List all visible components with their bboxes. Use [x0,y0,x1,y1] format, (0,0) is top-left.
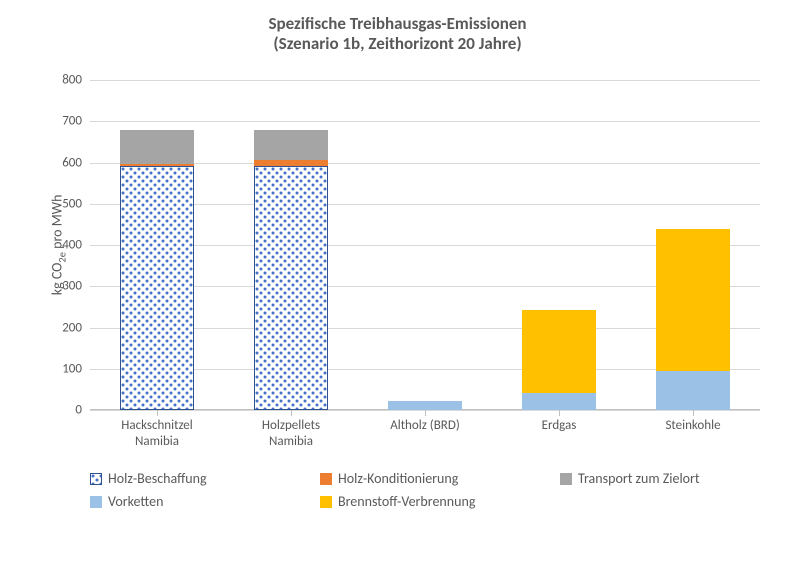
x-tick-label: HackschnitzelNamibia [90,410,224,449]
legend-swatch-transport [560,473,572,485]
y-tick-label: 500 [62,196,90,211]
bar-group [656,80,730,410]
chart-title: Spezifische Treibhausgas-Emissionen (Sze… [0,0,795,55]
legend-swatch-vorketten [90,496,102,508]
bar-segment-vorketten [388,401,462,410]
bar-segment-vorketten [656,371,730,410]
bar-group [120,80,194,410]
y-tick-label: 300 [62,279,90,294]
x-tick-label: Steinkohle [626,410,760,434]
bar-group [388,80,462,410]
bar-segment-verbrennung [522,310,596,393]
plot-area: 0100200300400500600700800HackschnitzelNa… [90,80,760,410]
legend-item-verbrennung: Brennstoff-Verbrennung [320,493,560,510]
legend-label: Holz-Konditionierung [338,470,458,487]
legend-swatch-verbrennung [320,496,332,508]
bar-segment-transport [254,130,328,160]
legend-label: Holz-Beschaffung [108,470,207,487]
legend-item-holz_konditionierung: Holz-Konditionierung [320,470,560,487]
y-tick-label: 100 [62,361,90,376]
legend-label: Vorketten [108,493,163,510]
bar-group [254,80,328,410]
legend-label: Transport zum Zielort [578,470,700,487]
y-tick-label: 700 [62,114,90,129]
bar-segment-verbrennung [656,229,730,370]
legend-item-vorketten: Vorketten [90,493,320,510]
bar-group [522,80,596,410]
legend-swatch-holz_beschaffung [90,473,102,485]
bar-segment-holz_beschaffung [120,166,194,410]
chart-title-line2: (Szenario 1b, Zeithorizont 20 Jahre) [273,33,521,54]
bar-segment-holz_konditionierung [254,160,328,166]
bar-segment-holz_konditionierung [120,164,194,166]
y-tick-label: 0 [75,403,90,418]
y-tick-label: 400 [62,238,90,253]
legend-label: Brennstoff-Verbrennung [338,493,475,510]
x-tick-label: HolzpelletsNamibia [224,410,358,449]
bar-segment-holz_beschaffung [254,166,328,410]
x-tick-label: Erdgas [492,410,626,434]
y-tick-label: 200 [62,320,90,335]
legend-item-transport: Transport zum Zielort [560,470,760,487]
legend-swatch-holz_konditionierung [320,473,332,485]
bar-segment-vorketten [522,393,596,410]
bar-segment-transport [120,130,194,164]
legend-item-holz_beschaffung: Holz-Beschaffung [90,470,320,487]
y-tick-label: 800 [62,73,90,88]
x-tick-label: Altholz (BRD) [358,410,492,434]
chart-title-line1: Spezifische Treibhausgas-Emissionen [268,13,526,34]
legend: Holz-Beschaffung Holz-Konditionierung Tran… [90,470,760,510]
y-tick-label: 600 [62,155,90,170]
chart-container: Spezifische Treibhausgas-Emissionen (Sze… [0,0,795,582]
